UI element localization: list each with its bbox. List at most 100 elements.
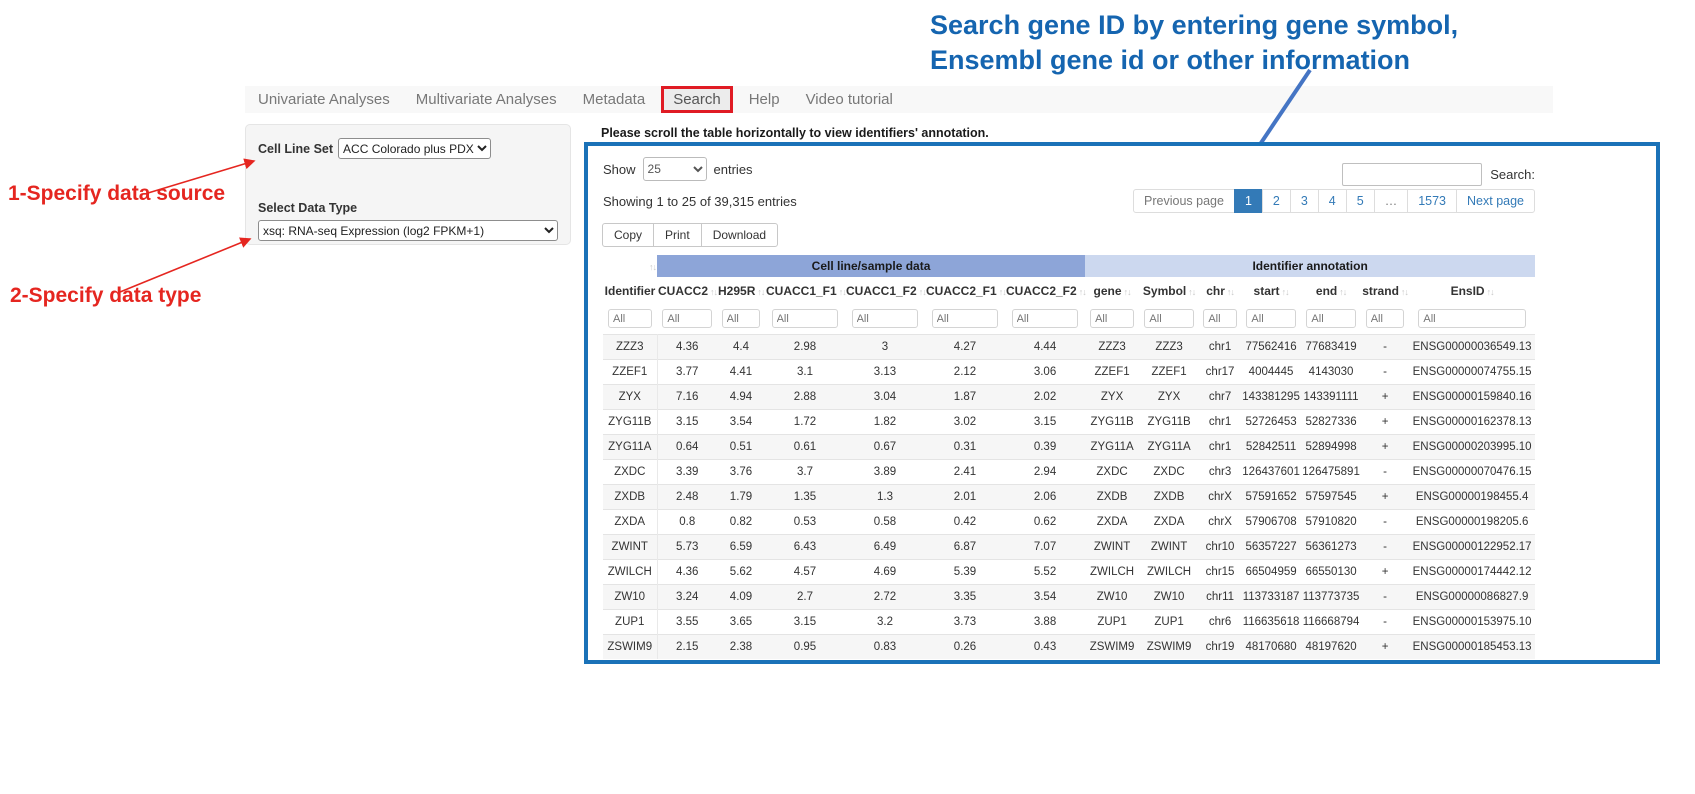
table-cell: 3.76 — [717, 459, 765, 485]
table-cell: ENSG00000185453.13 — [1409, 634, 1536, 659]
filter-input-end[interactable] — [1306, 309, 1356, 328]
table-cell: 5.52 — [1005, 559, 1086, 585]
column-header-end[interactable]: end ↑↓ — [1301, 277, 1362, 305]
table-cell: - — [1361, 534, 1410, 560]
nav-item-metadata[interactable]: Metadata — [582, 91, 646, 108]
table-cell: ZXDB — [1085, 484, 1140, 510]
filter-input-cuacc2[interactable] — [662, 309, 712, 328]
nav-item-multivariate-analyses[interactable]: Multivariate Analyses — [415, 91, 557, 108]
filter-input-cuacc2-f1[interactable] — [931, 309, 999, 328]
filter-input-cuacc1-f1[interactable] — [771, 309, 839, 328]
page-button-3[interactable]: 3 — [1289, 189, 1319, 213]
table-cell: 57597545 — [1301, 484, 1362, 510]
filter-input-symbol[interactable] — [1144, 309, 1194, 328]
table-cell: ZWINT — [1085, 534, 1140, 560]
table-cell: + — [1361, 559, 1410, 585]
column-header-identifier[interactable]: Identifier — [603, 277, 657, 305]
column-header-symbol[interactable]: Symbol ↑↓ — [1139, 277, 1200, 305]
filter-input-start[interactable] — [1246, 309, 1296, 328]
table-cell: chr3 — [1199, 459, 1242, 485]
table-cell: 6.49 — [845, 534, 925, 560]
page-button-4[interactable]: 4 — [1317, 189, 1347, 213]
filter-input-gene[interactable] — [1090, 309, 1135, 328]
data-type-select[interactable]: xsq: RNA-seq Expression (log2 FPKM+1) — [258, 220, 558, 241]
table-cell: 48170680 — [1241, 634, 1302, 659]
column-header-cuacc2-f1[interactable]: CUACC2_F1 ↑↓ — [925, 277, 1007, 305]
filter-input-ensid[interactable] — [1418, 309, 1526, 328]
copy-button[interactable]: Copy — [602, 223, 655, 247]
table-cell: chr1 — [1199, 334, 1242, 360]
table-cell: 4143030 — [1301, 359, 1362, 385]
table-cell: 3.54 — [1005, 584, 1086, 610]
showing-entries-text: Showing 1 to 25 of 39,315 entries — [603, 193, 797, 209]
table-cell: 3.88 — [1005, 609, 1086, 635]
page-length-select[interactable]: 25 — [642, 157, 707, 181]
table-cell: 113733187 — [1241, 584, 1302, 610]
filter-input-cuacc1-f2[interactable] — [851, 309, 919, 328]
annotation-search-note-line2: Ensembl gene id or other information — [930, 45, 1411, 75]
filter-input-chr[interactable] — [1203, 309, 1237, 328]
table-cell: ZYG11A — [1139, 434, 1200, 460]
table-search-input[interactable] — [1342, 163, 1483, 186]
filter-input-h295r[interactable] — [721, 309, 761, 328]
table-cell: 2.41 — [925, 459, 1005, 485]
column-header-cuacc2-f2[interactable]: CUACC2_F2 ↑↓ — [1005, 277, 1087, 305]
column-header-start[interactable]: start ↑↓ — [1241, 277, 1302, 305]
print-button[interactable]: Print — [653, 223, 702, 247]
data-type-label: Select Data Type — [258, 201, 358, 215]
nav-item-help[interactable]: Help — [748, 91, 780, 108]
table-cell: 0.58 — [845, 509, 925, 535]
search-table-panel: Show 25 entries Search: Showing 1 to 25 … — [584, 142, 1660, 664]
page-button-1573[interactable]: 1573 — [1407, 189, 1458, 213]
table-cell: chr17 — [1199, 359, 1242, 385]
column-header-row: Identifier CUACC2 ↑↓ H295R ↑↓ CUACC1_F1 ↑↓ CUAC… — [603, 277, 1536, 305]
table-cell: ZXDC — [603, 459, 658, 485]
table-cell: 57910820 — [1301, 509, 1362, 535]
column-header-cuacc1-f2[interactable]: CUACC1_F2 ↑↓ — [845, 277, 927, 305]
column-header-chr[interactable]: chr ↑↓ — [1199, 277, 1242, 305]
table-cell: 4.36 — [657, 334, 717, 360]
page-button-5[interactable]: 5 — [1345, 189, 1375, 213]
sort-icon: ↑↓ — [1123, 287, 1132, 297]
table-row: ZWINT 5.73 6.59 6.43 6.49 6.87 7.07 ZWINT ZWINT c… — [603, 534, 1536, 560]
column-header-strand[interactable]: strand ↑↓ — [1361, 277, 1410, 305]
column-header-cuacc1-f1[interactable]: CUACC1_F1 ↑↓ — [765, 277, 847, 305]
table-cell: ZUP1 — [603, 609, 658, 635]
filter-cell — [1199, 305, 1241, 335]
table-cell: 56357227 — [1241, 534, 1302, 560]
table-cell: 3.39 — [657, 459, 717, 485]
filter-input-identifier[interactable] — [608, 309, 652, 328]
column-header-cuacc2[interactable]: CUACC2 ↑↓ — [657, 277, 718, 305]
column-header-gene[interactable]: gene ↑↓ — [1085, 277, 1140, 305]
table-cell: 3.55 — [657, 609, 717, 635]
column-header-h295r[interactable]: H295R ↑↓ — [717, 277, 765, 305]
table-cell: 1.35 — [765, 484, 845, 510]
next-page-button[interactable]: Next page — [1456, 189, 1535, 213]
table-cell: 3.06 — [1005, 359, 1086, 385]
filter-input-strand[interactable] — [1365, 309, 1405, 328]
annotation-step1: 1-Specify data source — [8, 182, 226, 205]
page-button-2[interactable]: 2 — [1261, 189, 1291, 213]
table-cell: 2.01 — [925, 484, 1005, 510]
page-button-1[interactable]: 1 — [1233, 189, 1263, 213]
nav-item-video-tutorial[interactable]: Video tutorial — [805, 91, 893, 108]
table-cell: 3.77 — [657, 359, 717, 385]
table-cell: ENSG00000203995.10 — [1409, 434, 1536, 460]
table-cell: 77562416 — [1241, 334, 1302, 360]
sort-icon: ↑↓ — [710, 287, 718, 297]
column-header-ensid[interactable]: EnsID ↑↓ — [1409, 277, 1536, 305]
sort-icon: ↑↓ — [1400, 287, 1409, 297]
nav-item-univariate-analyses[interactable]: Univariate Analyses — [258, 91, 390, 108]
filter-cell — [657, 305, 717, 335]
previous-page-button[interactable]: Previous page — [1133, 189, 1235, 213]
table-cell: ZWINT — [1139, 534, 1200, 560]
download-button[interactable]: Download — [700, 223, 779, 247]
group-header-blank[interactable]: ↑↓ — [603, 255, 657, 277]
table-cell: ENSG00000070476.15 — [1409, 459, 1536, 485]
nav-item-search[interactable]: Search — [661, 86, 733, 113]
table-cell: 2.15 — [657, 634, 717, 659]
cell-line-set-select[interactable]: ACC Colorado plus PDX — [338, 138, 492, 159]
table-cell: 3.35 — [925, 584, 1005, 610]
filter-input-cuacc2-f2[interactable] — [1011, 309, 1079, 328]
filter-cell — [1361, 305, 1409, 335]
